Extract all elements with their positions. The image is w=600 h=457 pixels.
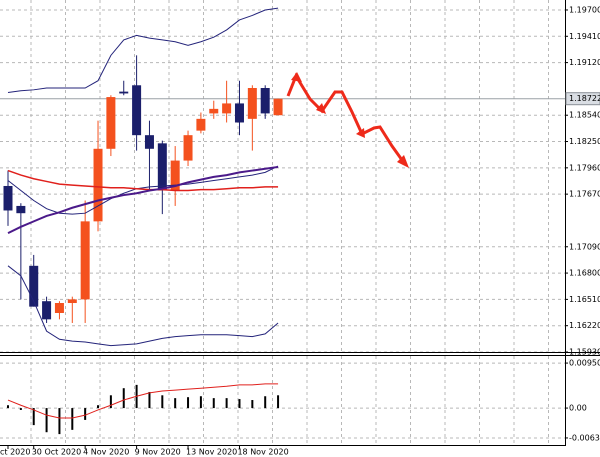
x-tick-label: ct 2020 [0, 448, 30, 457]
y-tick-label: 1.17090 [569, 242, 600, 251]
x-tick-label: 18 Nov 2020 [237, 448, 288, 457]
forecast-arrows [286, 72, 409, 168]
candle-body [183, 135, 193, 161]
candle-body [157, 143, 167, 191]
candle-body [54, 303, 64, 313]
candle-body [106, 97, 116, 149]
mark-layer [3, 7, 283, 435]
indicator-line [7, 7, 279, 94]
candle-body [247, 88, 257, 119]
current-price-label: 1.18722 [569, 94, 600, 103]
x-tick-label: 4 Nov 2020 [83, 448, 129, 457]
candle-body [80, 221, 90, 300]
candle-body [209, 108, 219, 114]
arrow-head [397, 155, 409, 168]
candle-body [196, 118, 206, 131]
candle-body [260, 88, 270, 114]
y-tick-label: 1.18540 [569, 111, 600, 120]
y-tick-label: 0.009506 [569, 359, 600, 368]
indicator-line [7, 165, 279, 215]
x-tick-label: 9 Nov 2020 [135, 448, 181, 457]
candle-body [16, 205, 26, 214]
y-tick-label: 1.19410 [569, 32, 600, 41]
candle-body [234, 103, 244, 123]
candle-body [3, 185, 13, 211]
y-tick-label: 1.19120 [569, 58, 600, 67]
y-tick-label: 1.16510 [569, 295, 600, 304]
arrow-head [316, 103, 326, 114]
y-tick-label: 0.00 [569, 404, 587, 413]
signal-line [7, 383, 279, 419]
y-tick-label: 1.19700 [569, 5, 600, 14]
indicator-line [7, 169, 279, 192]
arrow-head [291, 72, 302, 82]
candle-body [144, 135, 154, 149]
candle-body [273, 98, 283, 116]
indicator-line [7, 165, 279, 235]
y-tick-label: 1.16800 [569, 269, 600, 278]
indicator-line [7, 265, 279, 347]
y-tick-label: 1.17670 [569, 190, 600, 199]
forecast-path [286, 72, 404, 161]
candle-body [29, 265, 39, 307]
candle-body [93, 148, 103, 222]
y-tick-label: 1.16220 [569, 321, 600, 330]
candle-body [119, 91, 129, 94]
arrow-head [356, 128, 365, 138]
candle-body [222, 103, 232, 114]
candle-body [132, 85, 142, 136]
candle-body [42, 301, 52, 320]
y-tick-label: 1.15930 [569, 348, 600, 357]
candle-body [67, 299, 77, 304]
current-price-box [565, 92, 600, 106]
candle-body [170, 160, 180, 191]
y-tick-label: 1.18250 [569, 137, 600, 146]
y-tick-label: 1.17960 [569, 163, 600, 172]
x-tick-label: 30 Oct 2020 [32, 448, 81, 457]
y-tick-label: -0.00631 [569, 433, 600, 442]
x-tick-label: 13 Nov 2020 [186, 448, 237, 457]
